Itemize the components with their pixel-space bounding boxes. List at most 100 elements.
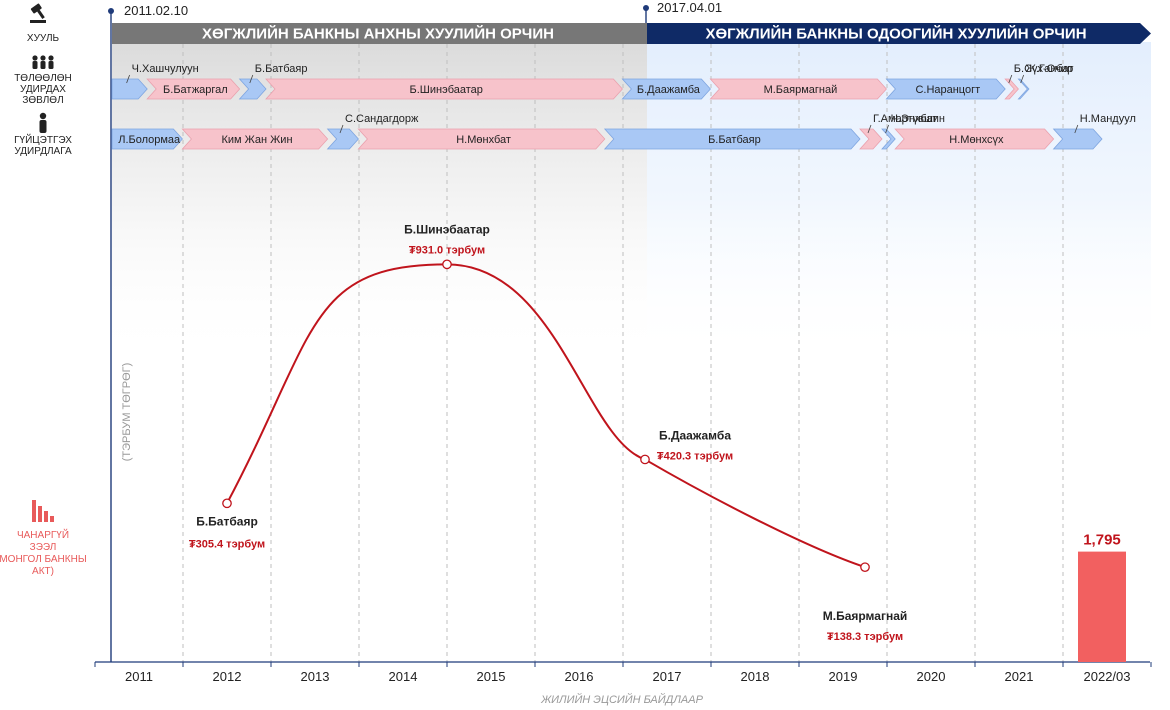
data-point-name: Б.Шинэбаатар [404, 222, 490, 236]
board-segment [146, 78, 241, 100]
board-label-line1: ТӨЛӨӨЛӨН [14, 73, 72, 84]
exec-segment [603, 128, 861, 150]
data-point-name: Б.Даажамба [659, 428, 731, 442]
law-row-label: ХУУЛЬ [27, 33, 60, 44]
period2-bar [647, 23, 1151, 44]
npl-bar-group: 1,795 [1078, 532, 1126, 662]
exec-name: Б.Батбаяр [708, 134, 761, 146]
board-segment [1017, 78, 1030, 100]
exec-segment [111, 128, 183, 150]
exec-segment [326, 128, 359, 150]
exec-segment [894, 128, 1055, 150]
exec-segment [181, 128, 329, 150]
exec-name: Н.Мөнхбат [456, 134, 511, 146]
x-tick-label: 2017 [653, 669, 682, 684]
exec-label-line2: УДИРДЛАГА [14, 146, 72, 157]
board-name: С.Наранцогт [915, 84, 980, 96]
data-point [640, 454, 650, 465]
x-tick-label: 2012 [213, 669, 242, 684]
board-name: М.Баярмагнай [764, 84, 838, 96]
npl-bar [1078, 551, 1126, 662]
exec-segment [357, 128, 606, 150]
npl-bar-value: 1,795 [1083, 532, 1121, 549]
x-tick-label: 2015 [477, 669, 506, 684]
board-row: Ч.Хашчулуун Б.Батжаргал Б.Батбаяр Б.Шинэбаа… [111, 63, 1074, 100]
npl-trend-line [226, 263, 866, 569]
x-axis-title: ЖИЛИЙН ЭЦСИЙН БАЙДЛААР [540, 693, 704, 706]
x-axis-ticks: 2011 2012 2013 2014 2015 2016 2017 2018 2019 2020… [94, 662, 1152, 684]
board-name: Ж.Ганбат [1026, 63, 1074, 75]
x-tick-label: 2021 [1005, 669, 1034, 684]
board-segment [238, 78, 267, 100]
exec-segment [1052, 128, 1103, 150]
data-point [222, 498, 232, 509]
board-label-line2: УДИРДАХ [20, 84, 66, 95]
board-name: Б.Шинэбаатар [410, 84, 483, 96]
data-points: Б.Батбаяр ₮305.4 тэрбум Б.Шинэбаатар ₮931.0… [189, 222, 907, 643]
period1-bar [112, 23, 647, 44]
board-leader [249, 74, 254, 84]
x-tick-label: 2014 [389, 669, 418, 684]
data-point [860, 562, 870, 573]
x-tick-label: 2013 [301, 669, 330, 684]
npl-label-line3: МОНГОЛ БАНКНЫ [0, 554, 87, 565]
exec-name: Ч.Энхбат [891, 113, 938, 125]
exec-name: Н.Мандуул [1080, 113, 1136, 125]
exec-person-icon [39, 112, 47, 133]
exec-name: Н.Мөнхсүх [949, 134, 1004, 146]
data-point-value: ₮420.3 тэрбум [657, 450, 733, 462]
npl-label-line4: АКТ) [32, 566, 54, 577]
exec-segment [881, 128, 896, 150]
exec-name: С.Сандагдорж [345, 113, 419, 125]
board-segment [621, 78, 711, 100]
x-tick-label: 2016 [565, 669, 594, 684]
date1-label: 2011.02.10 [124, 3, 188, 18]
exec-row: Л.Болормаа Ким Жан Жин С.Сандагдорж Н.Мөнхб… [111, 113, 1136, 150]
board-name: Б.Батбаяр [255, 63, 308, 75]
year-gridlines [182, 44, 1064, 662]
x-tick-label: 2018 [741, 669, 770, 684]
exec-leader [339, 124, 344, 134]
data-point-value: ₮305.4 тэрбум [189, 538, 265, 550]
exec-name: Ким Жан Жин [221, 134, 292, 146]
board-leader [1008, 74, 1013, 84]
board-segment [885, 78, 1006, 100]
board-segment [1004, 78, 1019, 100]
date2-label: 2017.04.01 [657, 0, 722, 15]
board-name: Б.Сүх-Очир [1014, 63, 1073, 75]
exec-name: Л.Болормаа [118, 134, 181, 146]
board-name: Б.Батжаргал [163, 84, 228, 96]
board-segment [709, 78, 887, 100]
x-tick-label: 2011 [125, 669, 153, 684]
x-tick-label: 2019 [829, 669, 858, 684]
data-point-name: Б.Батбаяр [196, 514, 258, 528]
board-name: Ч.Хашчулуун [132, 63, 199, 75]
exec-leader [1074, 124, 1079, 134]
exec-segment [859, 128, 883, 150]
gavel-icon [30, 3, 46, 23]
x-tick-label: 2022/03 [1084, 669, 1131, 684]
npl-label-line1: ЧАНАРГҮЙ [17, 528, 69, 541]
board-name: Б.Даажамба [637, 84, 701, 96]
data-point-value: ₮931.0 тэрбум [409, 244, 485, 256]
exec-label-line1: ГҮЙЦЭТГЭХ [14, 133, 72, 146]
exec-leader [867, 124, 872, 134]
y-axis-unit-label: (ТЭРБУМ ТӨГРӨГ) [121, 363, 133, 462]
board-segment [265, 78, 623, 100]
board-segment [111, 78, 148, 100]
data-point-value: ₮138.3 тэрбум [827, 631, 903, 643]
bar-chart-icon [32, 500, 54, 522]
npl-label-line2: ЗЭЭЛ [30, 542, 57, 553]
board-label-line3: ЗӨВЛӨЛ [22, 95, 63, 106]
period1-label: ХӨГЖЛИЙН БАНКНЫ АНХНЫ ХУУЛИЙН ОРЧИН [202, 25, 554, 43]
x-tick-label: 2020 [917, 669, 946, 684]
data-point [442, 259, 452, 270]
board-people-icon [32, 55, 54, 69]
board-leader [126, 74, 130, 84]
data-point-name: М.Баярмагнай [823, 609, 908, 623]
period2-label: ХӨГЖЛИЙН БАНКНЫ ОДООГИЙН ХУУЛИЙН ОРЧИН [705, 25, 1086, 43]
board-leader [1020, 74, 1025, 84]
exec-leader [885, 124, 889, 134]
exec-name: Г.Амартүвшин [873, 113, 945, 125]
